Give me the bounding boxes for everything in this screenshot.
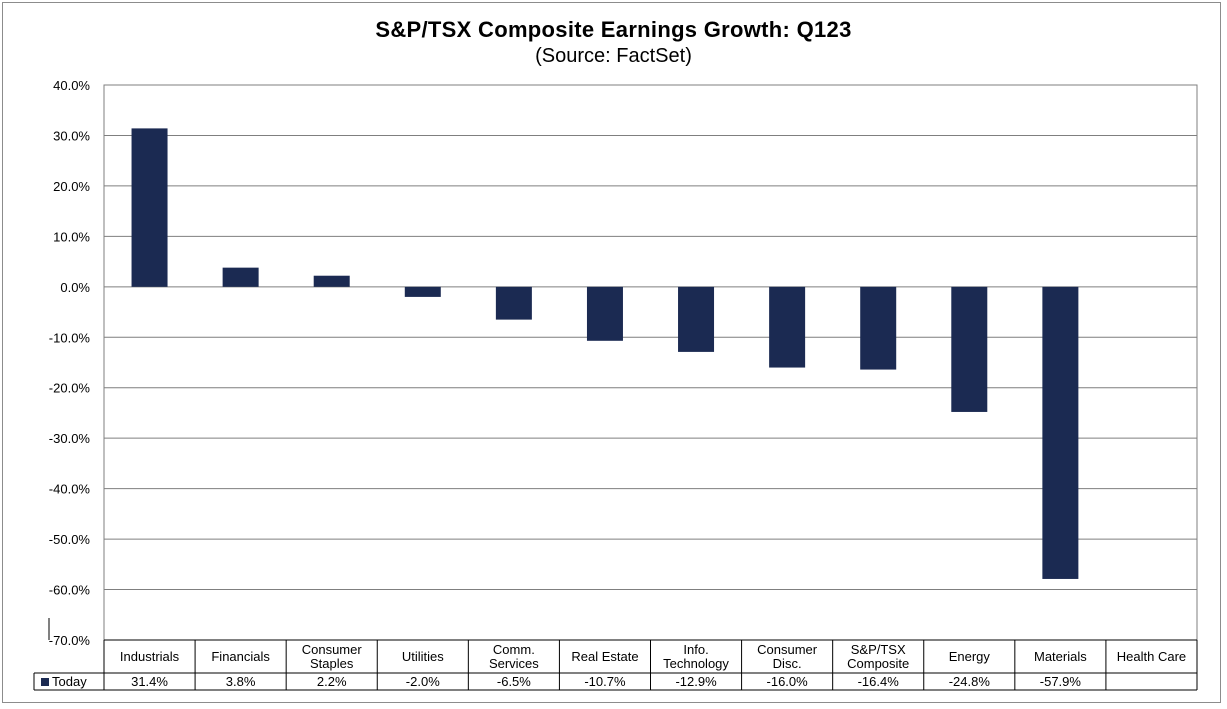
data-label: -10.7% [584, 674, 626, 689]
data-label: -16.0% [767, 674, 809, 689]
y-tick-label: -30.0% [49, 431, 91, 446]
y-tick-label: 30.0% [53, 128, 90, 143]
data-label: 3.8% [226, 674, 256, 689]
bar [404, 286, 441, 297]
y-tick-label: 20.0% [53, 179, 90, 194]
bar [313, 275, 350, 287]
y-tick-label: -50.0% [49, 532, 91, 547]
data-label: 31.4% [131, 674, 168, 689]
gridlines [103, 84, 1198, 641]
data-table: Industrials Financials Consumer Staples Util… [33, 639, 1198, 691]
bars [131, 128, 1079, 579]
category-label: Info. Technology [663, 642, 729, 671]
bar [1042, 286, 1079, 579]
y-tick-label: -20.0% [49, 381, 91, 396]
category-label: Materials [1034, 649, 1087, 664]
y-tick-label: 10.0% [53, 229, 90, 244]
data-label: -24.8% [949, 674, 991, 689]
category-label: Health Care [1117, 649, 1186, 664]
y-tick-label: 40.0% [53, 78, 90, 93]
data-label: -16.4% [858, 674, 900, 689]
y-tick-label: 0.0% [60, 280, 90, 295]
y-tick-label: -70.0% [49, 633, 91, 648]
category-label: Energy [949, 649, 991, 664]
plot-area [103, 84, 1198, 641]
category-label: Comm. Services [489, 642, 539, 671]
category-label: Consumer Staples [302, 642, 363, 671]
bar [222, 267, 259, 287]
data-label: -2.0% [406, 674, 440, 689]
y-tick-label: -60.0% [49, 583, 91, 598]
legend-label: Today [52, 674, 87, 689]
bar [769, 286, 806, 368]
bar [131, 128, 168, 287]
category-label: Financials [211, 649, 270, 664]
y-tick-label: -40.0% [49, 482, 91, 497]
data-label: -6.5% [497, 674, 531, 689]
y-tick-label: -10.0% [49, 330, 91, 345]
category-label: Consumer Disc. [757, 642, 818, 671]
data-label: -57.9% [1040, 674, 1082, 689]
category-label: Utilities [402, 649, 444, 664]
chart-title: S&P/TSX Composite Earnings Growth: Q123 [375, 17, 852, 42]
bar [951, 286, 988, 412]
category-label: Real Estate [571, 649, 638, 664]
data-label: -12.9% [675, 674, 717, 689]
chart-subtitle: (Source: FactSet) [535, 45, 692, 67]
category-label: Industrials [120, 649, 180, 664]
data-label: 2.2% [317, 674, 347, 689]
category-label: S&P/TSX Composite [847, 642, 909, 671]
bar [586, 286, 623, 341]
bar [860, 286, 897, 370]
y-axis: 40.0% 30.0% 20.0% 10.0% 0.0% -10.0% -20.0% -30.… [48, 78, 91, 648]
bar [678, 286, 715, 352]
bar [495, 286, 532, 320]
legend-swatch [41, 678, 49, 686]
